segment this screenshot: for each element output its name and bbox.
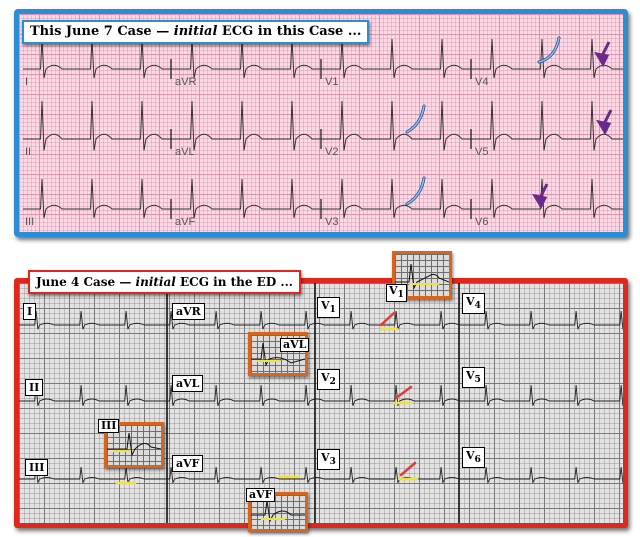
title-prefix: June 4 Case — (36, 275, 136, 289)
lead-label-II: II (25, 146, 32, 158)
lead-V6-sub: 6 (474, 454, 481, 466)
lead-label-V3: V3 (325, 216, 339, 228)
lead-label-V1: V1 (325, 76, 339, 88)
june-4-ecg-panel: I aVR V1 V4 II aVL V2 V5 III aVF V3 V6 (14, 278, 628, 528)
lead-box-aVF: aVF (172, 455, 204, 472)
title-suffix: ECG in the ED ... (175, 275, 293, 289)
lead-label-aVR: aVR (175, 76, 197, 88)
lead-V6-letter: V (466, 449, 475, 462)
lead-box-III: III (25, 459, 49, 476)
lead-box-V5: V5 (462, 367, 485, 389)
lead-V5-letter: V (466, 369, 475, 382)
lead-V2-sub: 2 (329, 376, 336, 388)
lead-V4-letter: V (466, 295, 475, 308)
lead-box-V4: V4 (462, 293, 485, 315)
inset-aVF (248, 492, 308, 532)
june-4-title: June 4 Case — initial ECG in the ED ... (28, 270, 301, 294)
inset-V1 (392, 251, 452, 299)
title-italic: initial (135, 275, 176, 289)
inset-V1-letter: V (389, 284, 398, 297)
inset-III-label: III (98, 419, 120, 433)
lead-label-V4: V4 (475, 76, 489, 88)
lead-box-V1: V1 (317, 297, 340, 319)
inset-V1-trace (395, 263, 449, 290)
lead-box-V6: V6 (462, 447, 485, 469)
lead-label-V6: V6 (475, 216, 489, 228)
lead-label-V5: V5 (475, 146, 489, 158)
title-suffix: ECG in this Case ... (217, 24, 362, 39)
lead-box-aVR: aVR (172, 303, 205, 320)
inset-V1-label: V1 (386, 284, 407, 303)
lead-label-aVL: aVL (175, 146, 195, 158)
june-4-ecg-traces (19, 283, 623, 523)
inset-III-trace (107, 432, 161, 457)
inset-aVL-label: aVL (280, 338, 310, 352)
title-prefix: This June 7 Case — (30, 24, 174, 39)
lead-box-V2: V2 (317, 369, 340, 391)
lead-V3-letter: V (321, 451, 330, 464)
lead-label-aVF: aVF (175, 216, 196, 228)
lead-V1-sub: 1 (329, 304, 336, 316)
lead-box-I: I (23, 303, 37, 320)
lead-V5-sub: 5 (474, 374, 481, 386)
lead-label-III: III (25, 216, 35, 228)
inset-aVF-trace (251, 500, 305, 523)
lead-V4-sub: 4 (474, 300, 481, 312)
june-7-ecg-panel: I aVR V1 V4 II aVL V2 V5 III aVF V3 V6 (14, 9, 628, 237)
lead-V3-sub: 3 (329, 456, 336, 468)
lead-label-I: I (25, 76, 29, 88)
inset-aVL-trace (251, 342, 305, 367)
inset-V1-sub: 1 (397, 289, 404, 301)
lead-label-V2: V2 (325, 146, 339, 158)
inset-aVL (248, 332, 308, 376)
lead-V2-letter: V (321, 371, 330, 384)
lead-V1-letter: V (321, 299, 330, 312)
lead-box-V3: V3 (317, 449, 340, 471)
lead-box-aVL: aVL (172, 375, 204, 392)
june-7-title: This June 7 Case — initial ECG in this C… (22, 20, 370, 44)
title-italic: initial (173, 24, 218, 39)
june-7-ecg-traces (23, 36, 623, 219)
inset-aVF-label: aVF (246, 488, 276, 502)
lead-box-II: II (25, 379, 44, 396)
